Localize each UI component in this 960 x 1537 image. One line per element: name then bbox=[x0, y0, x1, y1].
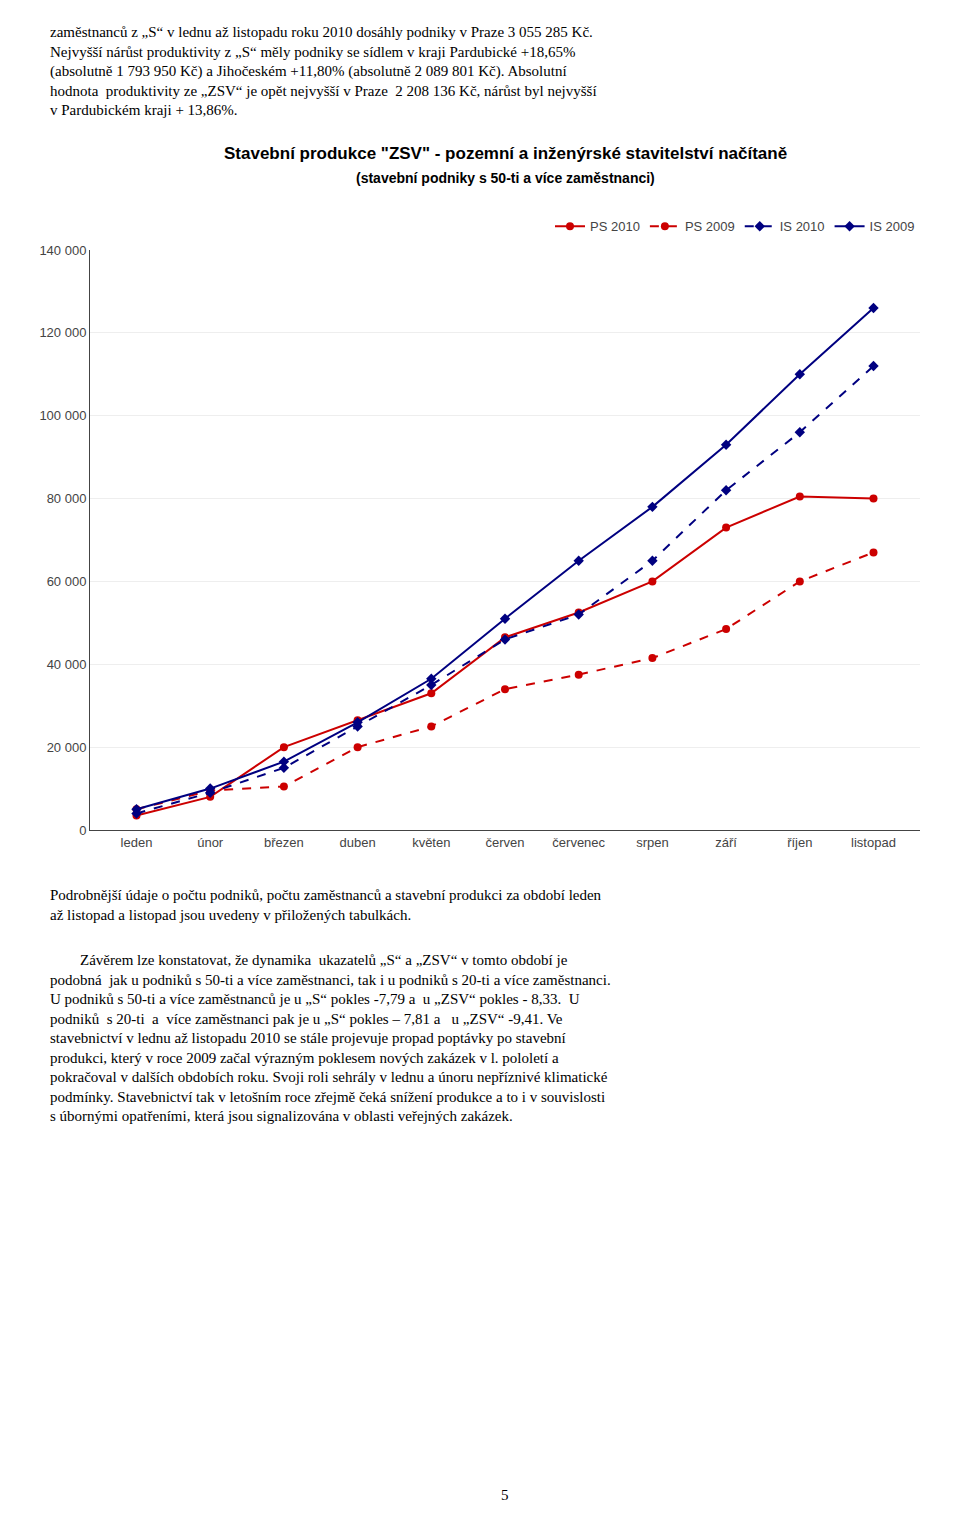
svg-text:100 000: 100 000 bbox=[39, 408, 86, 423]
svg-text:IS 2010: IS 2010 bbox=[780, 219, 825, 234]
svg-text:80 000: 80 000 bbox=[47, 491, 87, 506]
svg-text:zaměstnanců z „S“ v lednu až l: zaměstnanců z „S“ v lednu až listopadu r… bbox=[50, 24, 597, 118]
svg-text:září: září bbox=[715, 835, 737, 850]
svg-text:IS 2009: IS 2009 bbox=[870, 219, 915, 234]
svg-text:(stavební podniky s 50-ti a ví: (stavební podniky s 50-ti a více zaměstn… bbox=[356, 170, 655, 186]
svg-text:červen: červen bbox=[485, 835, 524, 850]
svg-text:březen: březen bbox=[264, 835, 304, 850]
svg-text:PS 2010: PS 2010 bbox=[590, 219, 640, 234]
svg-text:0: 0 bbox=[79, 823, 86, 838]
svg-text:Stavební produkce "ZSV" - poze: Stavební produkce "ZSV" - pozemní a inže… bbox=[224, 144, 787, 163]
svg-text:listopad: listopad bbox=[851, 835, 896, 850]
svg-text:20 000: 20 000 bbox=[47, 740, 87, 755]
svg-text:40 000: 40 000 bbox=[47, 657, 87, 672]
svg-text:PS 2009: PS 2009 bbox=[685, 219, 735, 234]
svg-text:květen: květen bbox=[412, 835, 450, 850]
svg-text:červenec: červenec bbox=[552, 835, 605, 850]
svg-text:Podrobnější údaje o počtu podn: Podrobnější údaje o počtu podniků, počtu… bbox=[50, 887, 602, 923]
svg-text:60 000: 60 000 bbox=[47, 574, 87, 589]
svg-text:říjen: říjen bbox=[787, 835, 812, 850]
svg-text:5: 5 bbox=[501, 1487, 509, 1503]
svg-text:duben: duben bbox=[340, 835, 376, 850]
svg-text:leden: leden bbox=[121, 835, 153, 850]
svg-text:únor: únor bbox=[197, 835, 224, 850]
svg-text:140 000: 140 000 bbox=[39, 243, 86, 258]
svg-text:Závěrem lze konstatovat, že dy: Závěrem lze konstatovat, že dynamika uka… bbox=[50, 952, 611, 1124]
svg-text:srpen: srpen bbox=[636, 835, 669, 850]
svg-text:120 000: 120 000 bbox=[39, 325, 86, 340]
